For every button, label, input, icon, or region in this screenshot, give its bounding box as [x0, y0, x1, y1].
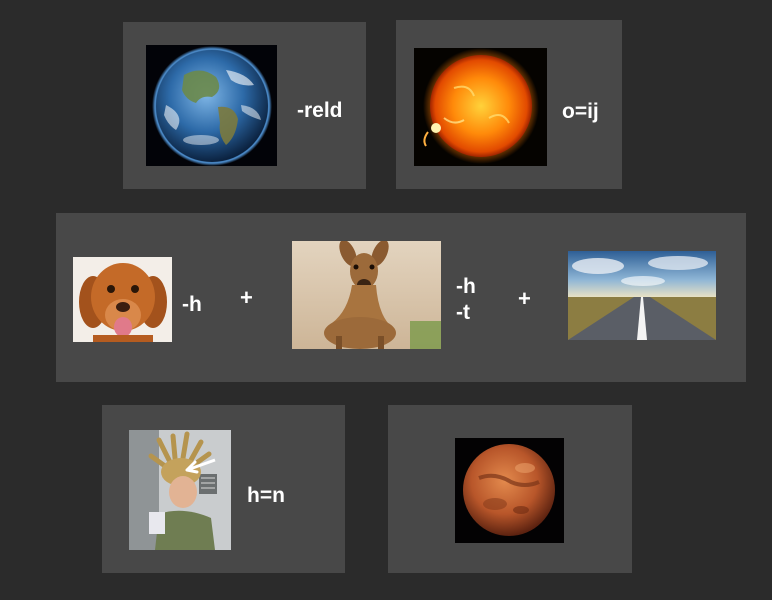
card-hair: h=n — [102, 405, 345, 573]
earth-clue: -reld — [297, 99, 343, 122]
earth-image — [146, 45, 277, 166]
card-earth: -reld — [123, 22, 366, 189]
hair-clue: h=n — [247, 484, 285, 507]
sun-image — [414, 48, 547, 166]
road-image — [568, 251, 716, 340]
astronaut-hair-image — [129, 430, 231, 550]
plus-sign-2: + — [518, 286, 531, 311]
dog-image — [73, 257, 172, 342]
card-sun: o=ij — [396, 20, 622, 189]
deer-clue-line-1: -h — [456, 275, 476, 298]
sun-clue: o=ij — [562, 100, 599, 123]
deer-image — [292, 241, 441, 349]
deer-clue: -h -t — [456, 274, 476, 326]
deer-clue-line-2: -t — [456, 301, 470, 324]
dog-clue: -h — [182, 293, 202, 316]
mars-image — [455, 438, 564, 543]
plus-sign-1: + — [240, 285, 253, 310]
card-row-dog-deer-road: -h + -h -t + — [56, 213, 746, 382]
card-mars — [388, 405, 632, 573]
